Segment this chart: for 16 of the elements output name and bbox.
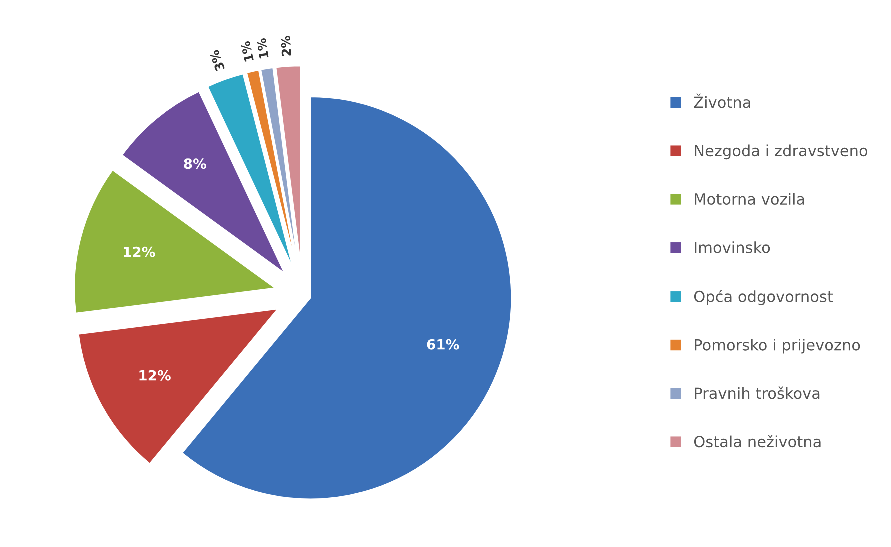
legend-label: Pomorsko i prijevozno [695, 339, 860, 354]
legend-label: Nezgoda i zdravstveno [695, 144, 868, 160]
legend-label: Ostala neživotna [694, 435, 821, 448]
data-label: 61% [427, 339, 460, 350]
legend-label: Pravnih troškova [695, 386, 820, 400]
legend-label: Životna [694, 94, 750, 108]
legend-label: Opća odgovornost [694, 290, 834, 306]
data-label: 12% [124, 246, 156, 258]
data-label: 8% [184, 158, 207, 170]
data-label: 2% [280, 36, 292, 56]
legend-label: Imovinsko [695, 242, 770, 254]
data-label: 3% [209, 50, 226, 72]
data-label: 1% [240, 41, 254, 62]
data-label: 12% [140, 370, 171, 381]
legend-label: Motorna vozila [695, 193, 804, 206]
data-label: 1% [256, 38, 269, 59]
